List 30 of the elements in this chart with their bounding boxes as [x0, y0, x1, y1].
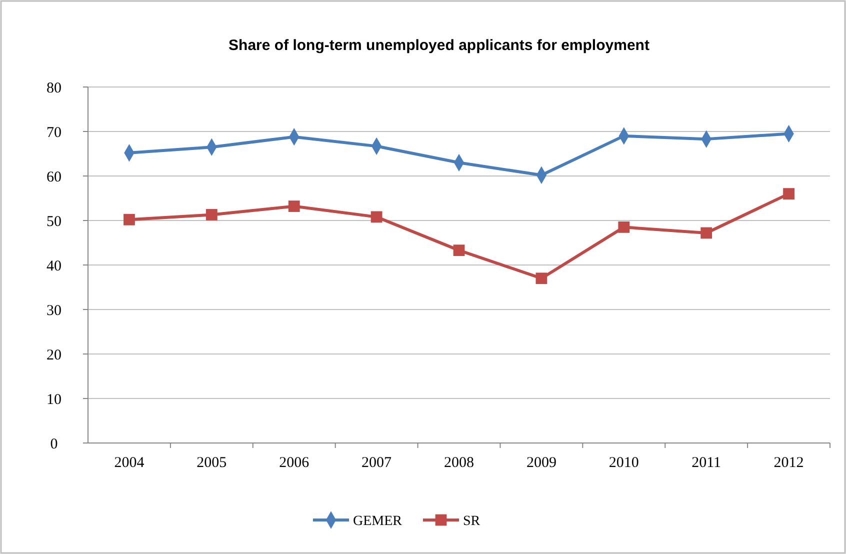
y-tick-label: 0: [50, 436, 58, 452]
point: [453, 244, 465, 256]
x-tick-label: 2009: [526, 455, 556, 471]
point: [370, 211, 382, 223]
x-tick-label: 2004: [114, 455, 145, 471]
x-tick-label: 2012: [774, 455, 804, 471]
x-tick-label: 2010: [608, 455, 639, 471]
y-tick-label: 20: [46, 347, 62, 364]
y-tick-label: 40: [46, 258, 62, 274]
x-tick-label: 2008: [444, 455, 474, 471]
y-tick-label: 30: [46, 302, 62, 319]
y-tick-label: 70: [46, 124, 62, 141]
x-tick-label: 2005: [196, 455, 227, 471]
point: [288, 200, 300, 212]
point: [783, 188, 794, 200]
point: [618, 221, 630, 233]
y-tick-label: 80: [46, 80, 62, 96]
x-tick-label: 2006: [279, 455, 310, 471]
y-tick-label: 10: [46, 392, 62, 408]
chart-title: Share of long-term unemployed applicants for employment: [228, 37, 650, 54]
point: [124, 214, 135, 226]
legend-label: SR: [463, 514, 481, 529]
point: [206, 209, 218, 220]
x-tick-label: 2011: [692, 455, 722, 471]
y-tick-label: 50: [46, 214, 62, 230]
x-tick-label: 2007: [362, 455, 392, 471]
legend-label: GEMER: [353, 514, 403, 529]
point: [536, 272, 548, 284]
y-tick-label: 60: [46, 169, 62, 186]
point: [700, 227, 712, 239]
